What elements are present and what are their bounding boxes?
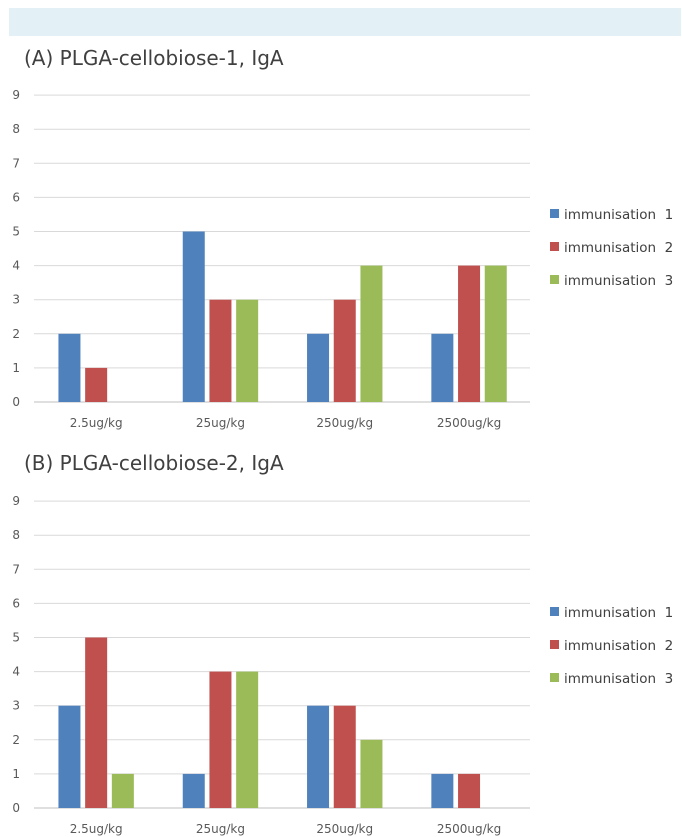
y-tick-label: 8	[12, 122, 20, 136]
legend-label: immunisation 3	[564, 671, 673, 687]
y-tick-label: 2	[12, 733, 20, 747]
y-tick-label: 9	[12, 88, 20, 102]
bar-b-s3-c1	[111, 773, 134, 808]
legend-label: immunisation 2	[564, 240, 673, 256]
y-tick-label: 3	[12, 699, 20, 713]
chart-a: 0 1 2 3 4 5 6 7 8 9 2.5ug/kg 25ug/kg 250ug/kg 2500ug/…	[12, 88, 673, 430]
y-tick-label: 0	[12, 395, 20, 409]
legend-swatch	[550, 607, 559, 616]
legend-swatch	[550, 275, 559, 284]
x-tick-label: 2.5ug/kg	[70, 416, 123, 430]
y-tick-label: 5	[12, 631, 20, 645]
bar-a-s2-c4	[458, 265, 481, 402]
x-tick-label: 250ug/kg	[316, 416, 373, 430]
y-tick-label: 4	[12, 259, 20, 273]
bar-b-s2-c1	[85, 637, 108, 808]
bar-a-s1-c2	[182, 231, 205, 402]
bar-b-s1-c4	[431, 773, 454, 808]
y-tick-label: 1	[12, 361, 20, 375]
bar-a-s3-c3	[360, 265, 383, 402]
x-tick-label: 2500ug/kg	[437, 822, 501, 836]
legend-swatch	[550, 673, 559, 682]
y-tick-label: 3	[12, 293, 20, 307]
legend-swatch	[550, 640, 559, 649]
legend-swatch	[550, 209, 559, 218]
x-tick-label: 25ug/kg	[196, 416, 245, 430]
bar-b-s2-c4	[458, 773, 481, 808]
x-tick-label: 2500ug/kg	[437, 416, 501, 430]
bar-b-s3-c2	[236, 671, 259, 808]
bar-b-s1-c2	[182, 773, 205, 808]
bar-a-s1-c3	[307, 333, 330, 402]
x-tick-label: 25ug/kg	[196, 822, 245, 836]
bar-b-s2-c2	[209, 671, 232, 808]
chart-a-title: (A) PLGA-cellobiose-1, IgA	[24, 46, 284, 70]
y-tick-label: 5	[12, 225, 20, 239]
bar-a-s2-c1	[85, 367, 108, 402]
bar-a-s2-c3	[333, 299, 356, 402]
y-tick-label: 0	[12, 801, 20, 815]
y-tick-label: 6	[12, 596, 20, 610]
y-tick-label: 9	[12, 494, 20, 508]
legend-label: immunisation 1	[564, 207, 673, 223]
bar-b-s3-c3	[360, 739, 383, 808]
bar-a-s1-c1	[58, 333, 81, 402]
x-tick-label: 250ug/kg	[316, 822, 373, 836]
bar-b-s2-c3	[333, 705, 356, 808]
y-tick-label: 8	[12, 528, 20, 542]
x-tick-label: 2.5ug/kg	[70, 822, 123, 836]
legend-swatch	[550, 242, 559, 251]
y-tick-label: 7	[12, 562, 20, 576]
legend-label: immunisation 1	[564, 605, 673, 621]
chart-b-title: (B) PLGA-cellobiose-2, IgA	[24, 451, 284, 475]
bar-a-s1-c4	[431, 333, 454, 402]
bar-a-s2-c2	[209, 299, 232, 402]
y-tick-label: 2	[12, 327, 20, 341]
header-band	[9, 8, 681, 36]
legend-label: immunisation 2	[564, 638, 673, 654]
bar-a-s3-c2	[236, 299, 259, 402]
legend-label: immunisation 3	[564, 273, 673, 289]
bar-b-s1-c1	[58, 705, 81, 808]
y-tick-label: 6	[12, 190, 20, 204]
y-tick-label: 1	[12, 767, 20, 781]
y-tick-label: 4	[12, 665, 20, 679]
bar-a-s3-c4	[484, 265, 507, 402]
y-tick-label: 7	[12, 156, 20, 170]
bar-b-s1-c3	[307, 705, 330, 808]
